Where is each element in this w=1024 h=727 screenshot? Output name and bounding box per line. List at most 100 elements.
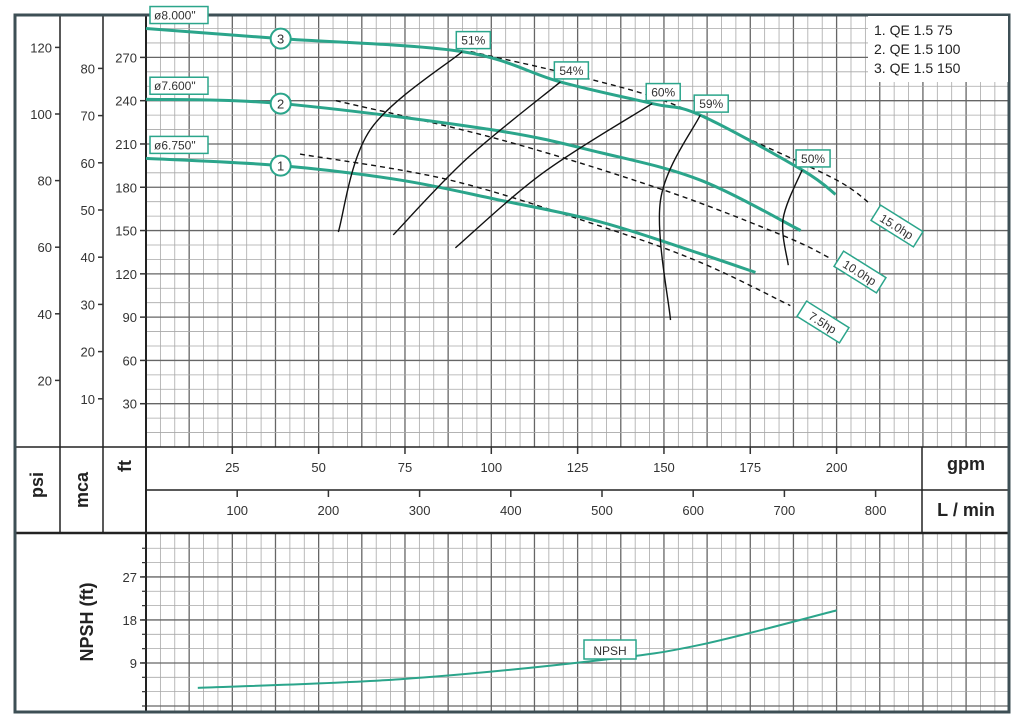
- npsh-axis-label: NPSH (ft): [77, 583, 97, 662]
- power-label-7.5hp: 7.5hp: [795, 300, 851, 344]
- power-curve-10.0hp: [335, 99, 830, 259]
- power-curve-15.0hp: [470, 50, 872, 206]
- npsh-grid: [146, 533, 1008, 711]
- npsh-label-area: [16, 533, 146, 711]
- legend-entry-2: 2. QE 1.5 100: [874, 41, 961, 57]
- efficiency-label: 51%: [461, 34, 485, 48]
- efficiency-label-box: [455, 30, 492, 50]
- ft-tick-label: 120: [115, 267, 137, 282]
- ft-tick-label: 60: [123, 353, 137, 368]
- curve-marker-3: [269, 27, 292, 50]
- psi-tick-label: 40: [38, 307, 52, 322]
- ft-tick-label: 270: [115, 50, 137, 65]
- unit-band: [16, 447, 146, 533]
- efficiency-label-box: [693, 94, 729, 113]
- efficiency-curve-54%: [392, 81, 561, 236]
- ft-tick-label: 180: [115, 180, 137, 195]
- lmin-tick-label: 400: [500, 503, 522, 518]
- impeller-diameter-label: ø7.600": [154, 79, 196, 93]
- gpm-axis-label: gpm: [947, 454, 985, 474]
- gpm-tick-label: 50: [311, 460, 325, 475]
- gpm-tick-label: 175: [739, 460, 761, 475]
- npsh-curve: [197, 609, 837, 689]
- mca-tick-label: 80: [81, 61, 95, 76]
- curve-marker-number: 1: [277, 159, 284, 174]
- npsh-tick-label: 9: [130, 656, 137, 671]
- psi-tick-label: 120: [30, 40, 52, 55]
- gpm-tick-label: 75: [398, 460, 412, 475]
- gpm-tick-label: 100: [480, 460, 502, 475]
- curve-marker-2: [269, 92, 292, 115]
- efficiency-curve-59%: [658, 114, 701, 321]
- power-label-10.0hp: 10.0hp: [832, 250, 888, 294]
- mca-tick-label: 50: [81, 203, 95, 218]
- lmin-tick-label: 100: [226, 503, 248, 518]
- lmin-tick-label: 200: [318, 503, 340, 518]
- psi-tick-label: 60: [38, 240, 52, 255]
- mca-tick-label: 60: [81, 156, 95, 171]
- impeller-label-box: [149, 76, 209, 95]
- y-axes-area: [16, 16, 146, 447]
- gpm-tick-label: 200: [826, 460, 848, 475]
- npsh-tick-label: 27: [123, 570, 137, 585]
- mca-tick-label: 70: [81, 109, 95, 124]
- ft-axis-label: ft: [115, 460, 135, 472]
- mca-tick-label: 30: [81, 297, 95, 312]
- lmin-tick-label: 500: [591, 503, 613, 518]
- npsh-tick-label: 18: [123, 613, 137, 628]
- efficiency-curve-50%: [781, 169, 803, 266]
- impeller-diameter-label: ø6.750": [154, 138, 196, 152]
- mca-axis-label: mca: [72, 471, 92, 508]
- psi-tick-label: 100: [30, 107, 52, 122]
- power-curve-7.5hp: [299, 153, 791, 307]
- power-label-box: [869, 204, 925, 248]
- ft-tick-label: 90: [123, 310, 137, 325]
- impeller-label-box: [149, 5, 209, 25]
- efficiency-label-box: [795, 149, 831, 168]
- ft-tick-label: 240: [115, 94, 137, 109]
- curve-marker-1: [269, 154, 292, 177]
- efficiency-label: 59%: [699, 97, 723, 111]
- legend-entry-3: 3. QE 1.5 150: [874, 60, 961, 76]
- lmin-tick-label: 300: [409, 503, 431, 518]
- impeller-label-box: [149, 135, 209, 155]
- psi-tick-label: 80: [38, 174, 52, 189]
- gpm-tick-label: 25: [225, 460, 239, 475]
- mca-tick-label: 20: [81, 345, 95, 360]
- npsh-label: NPSH: [593, 644, 626, 658]
- legend-box: [868, 16, 1008, 82]
- legend: 1. QE 1.5 75 2. QE 1.5 100 3. QE 1.5 150: [868, 16, 1008, 82]
- curve-marker-number: 2: [277, 97, 284, 112]
- efficiency-label-box: [645, 82, 681, 102]
- npsh-label-box: [583, 639, 637, 660]
- lmin-tick-label: 600: [682, 503, 704, 518]
- gpm-tick-label: 125: [567, 460, 589, 475]
- lmin-tick-label: 700: [774, 503, 796, 518]
- mca-tick-label: 10: [81, 392, 95, 407]
- mca-tick-label: 40: [81, 250, 95, 265]
- efficiency-curve-51%: [337, 51, 463, 233]
- efficiency-label-box: [553, 61, 590, 80]
- lmin-axis-label: L / min: [937, 500, 995, 520]
- efficiency-label: 54%: [559, 64, 583, 78]
- ft-tick-label: 210: [115, 137, 137, 152]
- outer-border: [13, 13, 1011, 714]
- psi-axis-label: psi: [27, 472, 47, 498]
- gpm-tick-label: 150: [653, 460, 675, 475]
- efficiency-label: 50%: [801, 152, 825, 166]
- legend-entry-1: 1. QE 1.5 75: [874, 22, 953, 38]
- power-label-box: [795, 300, 851, 344]
- head-curve-2: [145, 97, 802, 232]
- psi-tick-label: 20: [38, 373, 52, 388]
- ft-tick-label: 150: [115, 224, 137, 239]
- lmin-tick-label: 800: [865, 503, 887, 518]
- efficiency-curve-60%: [454, 102, 653, 249]
- chart-frame: [13, 13, 1011, 714]
- efficiency-label: 60%: [651, 86, 675, 100]
- ft-tick-label: 30: [123, 397, 137, 412]
- impeller-diameter-label: ø8.000": [154, 9, 196, 23]
- power-label-15.0hp: 15.0hp: [869, 204, 925, 248]
- curve-marker-number: 3: [277, 32, 284, 47]
